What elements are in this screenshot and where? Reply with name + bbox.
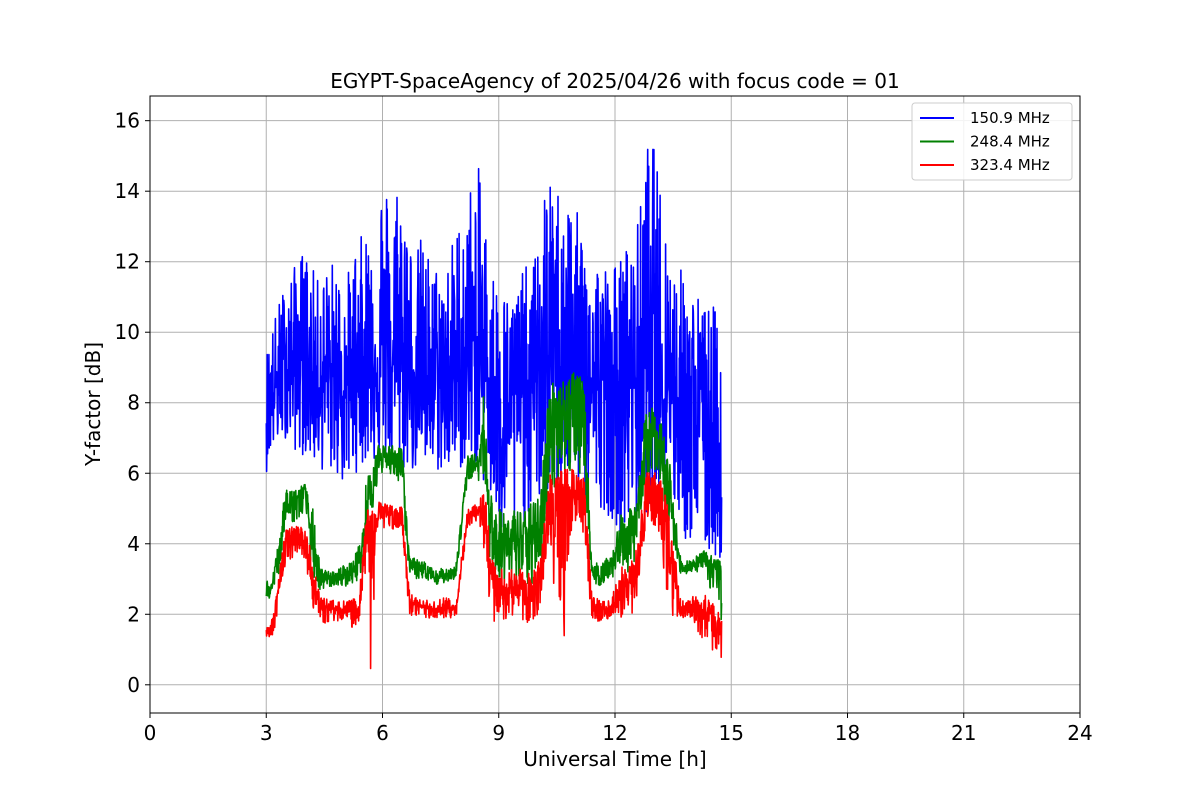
series-line-1 xyxy=(265,148,723,558)
legend: 150.9 MHz 248.4 MHz 323.4 MHz xyxy=(911,102,1073,181)
x-tick-label: 12 xyxy=(602,721,627,745)
x-tick-label: 18 xyxy=(835,721,860,745)
y-tick-label: 8 xyxy=(127,391,140,415)
x-tick-label: 6 xyxy=(376,721,389,745)
legend-label-3: 323.4 MHz xyxy=(970,156,1050,174)
y-tick-label: 14 xyxy=(115,179,140,203)
plot-series xyxy=(265,148,723,670)
series-line-2 xyxy=(265,372,723,621)
y-tick-label: 16 xyxy=(115,109,140,133)
x-axis-label: Universal Time [h] xyxy=(523,747,706,771)
x-tick-label: 3 xyxy=(260,721,273,745)
legend-label-1: 150.9 MHz xyxy=(970,109,1050,127)
y-tick-label: 0 xyxy=(127,673,140,697)
series-line-3 xyxy=(265,468,723,670)
chart-title: EGYPT-SpaceAgency of 2025/04/26 with foc… xyxy=(330,69,899,93)
x-tick-label: 0 xyxy=(144,721,157,745)
y-tick-label: 6 xyxy=(127,461,140,485)
x-tick-label: 24 xyxy=(1067,721,1092,745)
legend-label-2: 248.4 MHz xyxy=(970,133,1050,151)
x-tick-label: 15 xyxy=(719,721,744,745)
y-tick-label: 12 xyxy=(115,250,140,274)
x-tick-label: 21 xyxy=(951,721,976,745)
y-axis-label: Y-factor [dB] xyxy=(81,342,105,467)
y-tick-label: 2 xyxy=(127,602,140,626)
y-tick-label: 4 xyxy=(127,532,140,556)
y-tick-label: 10 xyxy=(115,320,140,344)
legend-box xyxy=(911,102,1073,181)
x-tick-label: 9 xyxy=(492,721,505,745)
